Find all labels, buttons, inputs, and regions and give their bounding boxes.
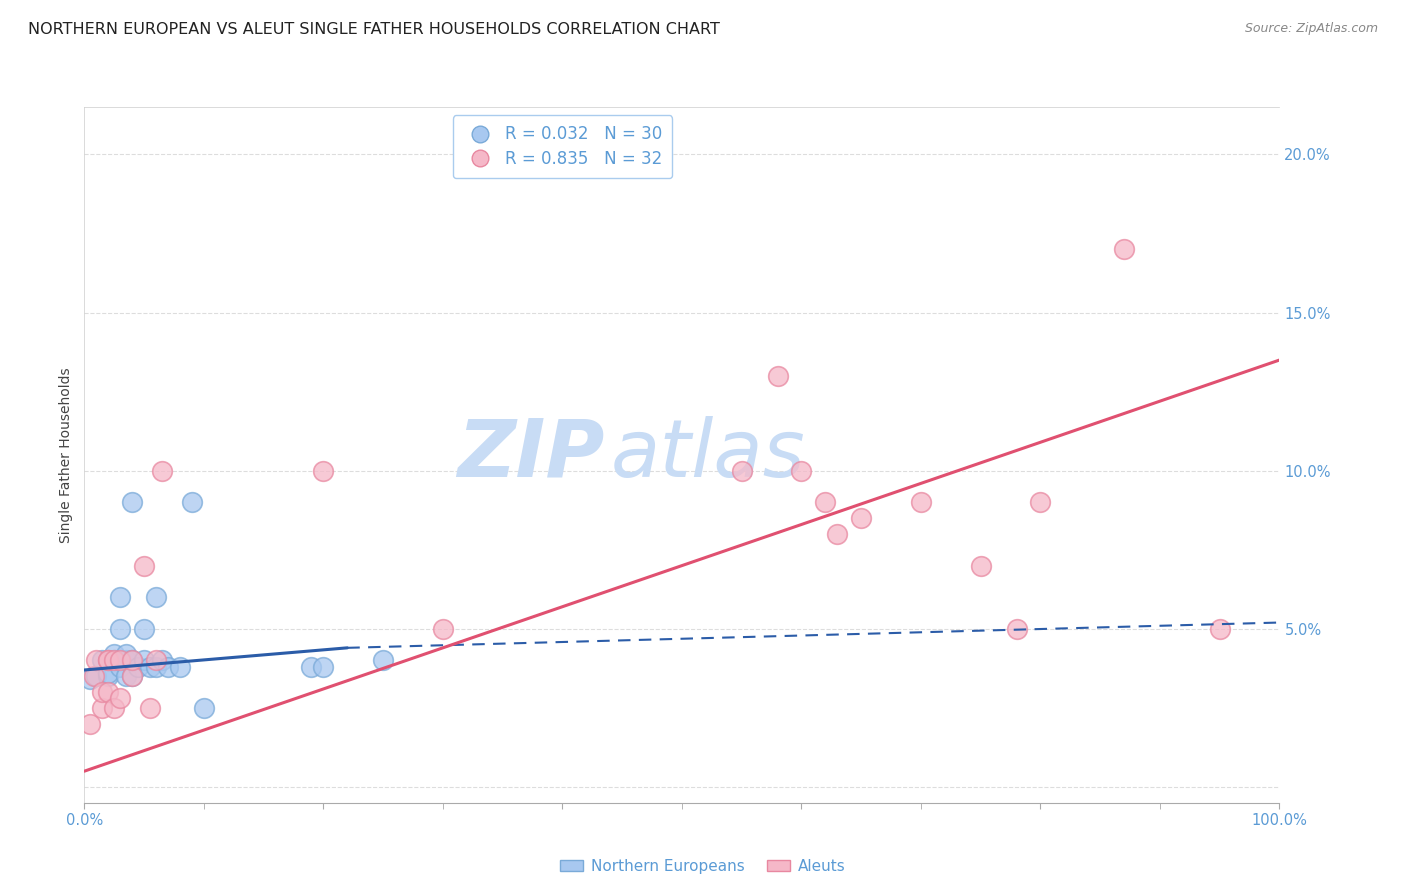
Point [139, 701, 162, 715]
Text: Source: ZipAtlas.com: Source: ZipAtlas.com [1244, 22, 1378, 36]
Text: NORTHERN EUROPEAN VS ALEUT SINGLE FATHER HOUSEHOLDS CORRELATION CHART: NORTHERN EUROPEAN VS ALEUT SINGLE FATHER… [28, 22, 720, 37]
Point [110, 660, 132, 674]
Point [97, 653, 120, 667]
Point [814, 495, 837, 509]
Point [97, 669, 120, 683]
Point [91, 685, 114, 699]
Point [312, 464, 335, 478]
Point [110, 691, 132, 706]
Point [432, 622, 454, 636]
Point [103, 653, 125, 667]
Text: ZIP: ZIP [457, 416, 605, 494]
Point [79, 673, 101, 687]
Point [121, 653, 143, 667]
Point [110, 622, 132, 636]
Point [97, 666, 120, 681]
Point [145, 591, 167, 605]
Point [169, 660, 191, 674]
Point [91, 701, 114, 715]
Point [132, 622, 156, 636]
Point [110, 591, 132, 605]
Text: atlas: atlas [610, 416, 806, 494]
Point [790, 464, 813, 478]
Point [145, 653, 167, 667]
Point [91, 653, 114, 667]
Point [103, 647, 125, 661]
Point [121, 495, 143, 509]
Point [150, 464, 173, 478]
Point [301, 660, 323, 674]
Point [103, 701, 125, 715]
Point [193, 701, 215, 715]
Point [84, 653, 107, 667]
Point [1029, 495, 1052, 509]
Point [110, 653, 132, 667]
Point [150, 653, 173, 667]
Point [145, 660, 167, 674]
Point [910, 495, 932, 509]
Point [115, 653, 138, 667]
Legend: Northern Europeans, Aleuts: Northern Europeans, Aleuts [554, 853, 852, 880]
Point [103, 653, 125, 667]
Point [121, 653, 143, 667]
Point [97, 685, 120, 699]
Y-axis label: Single Father Households: Single Father Households [59, 368, 73, 542]
Point [132, 653, 156, 667]
Point [115, 647, 138, 661]
Point [731, 464, 754, 478]
Point [312, 660, 335, 674]
Point [766, 368, 789, 383]
Point [180, 495, 202, 509]
Point [1208, 622, 1230, 636]
Point [132, 558, 156, 573]
Point [115, 669, 138, 683]
Point [849, 511, 872, 525]
Point [1112, 243, 1135, 257]
Point [83, 669, 105, 683]
Point [79, 716, 101, 731]
Point [825, 527, 848, 541]
Point [157, 660, 180, 674]
Legend: R = 0.032   N = 30, R = 0.835   N = 32: R = 0.032 N = 30, R = 0.835 N = 32 [453, 115, 672, 178]
Point [127, 660, 149, 674]
Point [97, 653, 120, 667]
Point [1005, 622, 1028, 636]
Point [970, 558, 993, 573]
Point [139, 660, 162, 674]
Point [371, 653, 394, 667]
Point [121, 669, 143, 683]
Point [84, 669, 107, 683]
Point [121, 669, 143, 683]
